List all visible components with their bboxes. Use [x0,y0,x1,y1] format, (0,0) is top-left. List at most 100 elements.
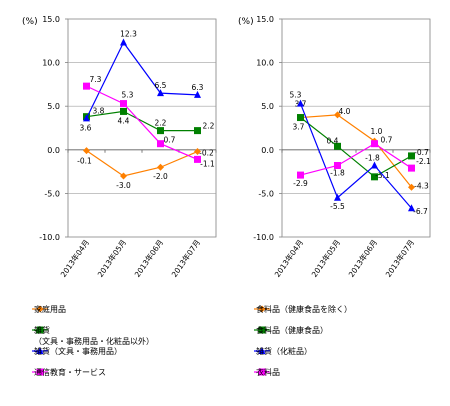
x-category-label: 2013年06月 [132,237,165,278]
series-line [86,85,198,160]
series-line [300,117,412,178]
y-tick-label: 10.0 [42,59,60,68]
x-category-label: 2013年05月 [309,237,342,278]
data-label: 4.4 [118,116,130,125]
legend-label: 通信教育・サービス [34,367,106,377]
data-point [371,173,378,181]
legend-marker [258,326,266,334]
data-label: 5.3 [122,91,134,100]
data-point [334,193,341,201]
y-tick-label: 10.0 [256,59,274,68]
series-line [86,150,198,177]
data-label: -2.1 [416,157,431,166]
series-line [300,114,412,188]
data-point [83,82,90,90]
y-tick-label: -5.0 [44,189,60,198]
data-point [120,172,127,180]
legend-label: 食料品（健康食品を除く） [256,304,352,314]
series-4: -2.9 -1.8 0.7 -2.1 [293,136,431,188]
data-label: 6.3 [192,83,204,92]
legend-label: 衣料品 [256,367,280,377]
x-category-label: 2013年07月 [169,237,202,278]
data-label: 7.3 [90,75,102,84]
data-point [194,148,201,156]
unit-label: (%) [238,17,254,27]
data-point [408,204,415,212]
data-point [83,147,90,155]
data-point [194,90,201,98]
unit-label: (%) [22,17,38,27]
data-label: 3.6 [80,123,92,132]
series-line [85,41,198,119]
data-point [334,161,341,169]
series-3: 5.3 -5.5 -1.8 -6.7 [290,91,429,217]
series-1: -0.1 -3.0 -2.0 -0.2 [77,147,214,190]
data-point [297,171,304,179]
series-line [300,142,412,176]
y-tick-label: -10.0 [253,233,274,242]
legend-label: 雑貨（文具・事務用品） [34,346,122,356]
x-category-label: 2013年04月 [58,237,91,278]
legend-label: 食料品（健康食品） [256,325,328,335]
data-point [297,114,304,122]
data-label: 12.3 [120,30,137,39]
data-point [408,164,415,172]
y-tick-label: 0.0 [261,146,274,155]
data-point [120,38,127,46]
series-2: 3.8 4.4 2.2 2.2 [83,107,215,135]
y-tick-label: -10.0 [39,233,60,242]
y-tick-label: 5.0 [47,102,60,111]
data-label: 0.4 [327,136,339,145]
data-label: -3.0 [116,181,131,190]
series-3: 3.6 12.3 6.5 6.3 [80,30,204,133]
data-label: 3.8 [93,107,105,116]
legend-label: 雑貨（化粧品） [256,346,312,356]
data-point [194,127,201,135]
data-label: -0.1 [77,157,92,166]
x-category-label: 2013年07月 [383,237,416,278]
data-point [157,140,164,148]
data-label: 5.3 [290,91,302,100]
series-line [86,110,198,132]
data-label: 2.2 [155,119,167,128]
data-point [334,142,341,150]
data-point [408,183,415,191]
data-label: 2.2 [203,122,215,131]
data-point [83,114,90,122]
x-category-label: 2013年06月 [346,237,379,278]
chart-panel-2: 15.010.05.00.0-5.0-10.0(%)2013年04月 2013年0… [238,15,431,377]
legend-label: （文具・事務用品・化粧品以外） [34,336,154,346]
legend-marker [36,326,44,334]
data-label: -2.9 [293,179,308,188]
data-label: 6.5 [155,81,167,90]
y-tick-label: 15.0 [42,15,60,24]
data-label: -1.8 [330,168,345,177]
x-category-label: 2013年04月 [272,237,305,278]
data-point [157,163,164,171]
legend-marker [36,368,44,376]
legend-marker [258,368,266,376]
data-point [157,89,164,97]
chart-panel-1: 15.010.05.00.0-5.0-10.0(%)2013年04月 2013年0… [22,15,217,377]
data-point [120,107,127,115]
legend-marker [36,347,44,354]
data-label: -2.0 [153,172,168,181]
data-point [157,127,164,135]
data-point [194,155,201,163]
data-label: -0.7 [414,148,429,157]
legend-marker [36,305,44,313]
data-label: 3.7 [293,123,305,132]
x-category-label: 2013年05月 [95,237,128,278]
data-point [120,100,127,108]
data-label: 4.0 [339,107,351,116]
data-label: 0.7 [381,136,393,145]
legend-label: 家庭用品 [34,304,66,314]
data-label: -6.7 [413,207,428,216]
data-point [371,161,378,169]
y-tick-label: 0.0 [47,146,60,155]
legend-marker [258,347,266,354]
data-label: -5.5 [330,202,345,211]
series-line [299,103,412,209]
legend-label: 雑貨 [34,325,50,335]
